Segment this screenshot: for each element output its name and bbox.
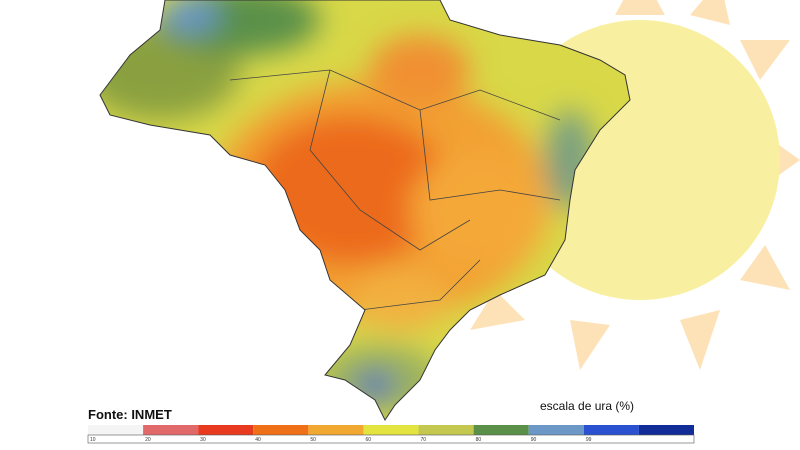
legend-label: 80 [476, 437, 482, 443]
legend-label-strip [87, 434, 695, 444]
legend-swatch [638, 425, 694, 435]
legend-label: 90 [531, 437, 537, 443]
legend-swatch [363, 425, 419, 435]
legend-scale: 10 20 30 40 50 60 70 80 90 99 [87, 425, 695, 444]
brazil-outline [99, 0, 631, 421]
legend-swatch [253, 425, 309, 435]
legend-label: 50 [310, 437, 316, 443]
legend-label: 10 [90, 437, 96, 443]
legend-swatch [198, 425, 254, 435]
legend-swatch [308, 425, 364, 435]
legend-swatch [583, 425, 639, 435]
source: Fonte: INMET [88, 407, 172, 422]
legend-swatch [418, 425, 474, 435]
legend-swatch [88, 425, 144, 435]
legend-label: 30 [200, 437, 206, 443]
legend-swatch [528, 425, 584, 435]
legend-label: 70 [421, 437, 427, 443]
brazil-humidity [100, 0, 630, 420]
legend-swatch [143, 425, 199, 435]
legend-label: 99 [586, 437, 592, 443]
legend-label: 60 [365, 437, 371, 443]
legend-label: 40 [255, 437, 261, 443]
legend-label: 20 [145, 437, 151, 443]
legend-title: escala de ura (%) [540, 399, 634, 413]
legend-swatch [473, 425, 529, 435]
